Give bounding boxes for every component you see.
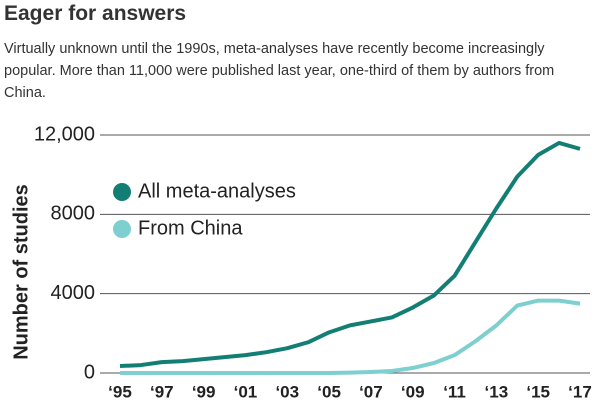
legend-label: All meta-analyses: [138, 180, 296, 202]
y-axis-label: Number of studies: [10, 184, 32, 360]
x-tick-label: ‘97: [150, 382, 174, 401]
legend-marker: [113, 220, 131, 238]
x-tick-label: ‘11: [443, 382, 466, 401]
line-series: [119, 140, 581, 369]
x-tick-label: ‘95: [108, 382, 132, 401]
y-tick-label: 4000: [51, 282, 96, 304]
x-tick-label: ‘17: [568, 382, 592, 401]
x-tick-label: ‘01: [234, 382, 258, 401]
x-tick-label: ‘05: [317, 382, 341, 401]
chart-subtitle: Virtually unknown until the 1990s, meta-…: [4, 41, 555, 101]
y-tick-label: 12,000: [34, 123, 95, 145]
chart-title: Eager for answers: [4, 2, 187, 25]
y-tick-label: 0: [84, 361, 95, 383]
x-tick-label: ‘13: [485, 382, 509, 401]
x-tick-label: ‘15: [526, 382, 550, 401]
legend-marker: [113, 183, 131, 201]
x-tick-label: ‘03: [275, 382, 299, 401]
x-tick-label: ‘09: [401, 382, 425, 401]
x-tick-label: ‘99: [192, 382, 216, 401]
y-tick-label: 8000: [51, 203, 96, 225]
line-series: [120, 298, 581, 375]
x-tick-label: ‘07: [359, 382, 383, 401]
legend-label: From China: [138, 217, 243, 239]
